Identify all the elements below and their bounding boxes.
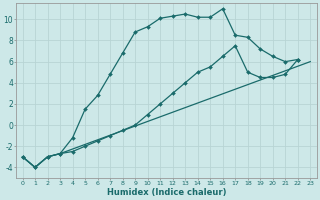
X-axis label: Humidex (Indice chaleur): Humidex (Indice chaleur) [107,188,226,197]
